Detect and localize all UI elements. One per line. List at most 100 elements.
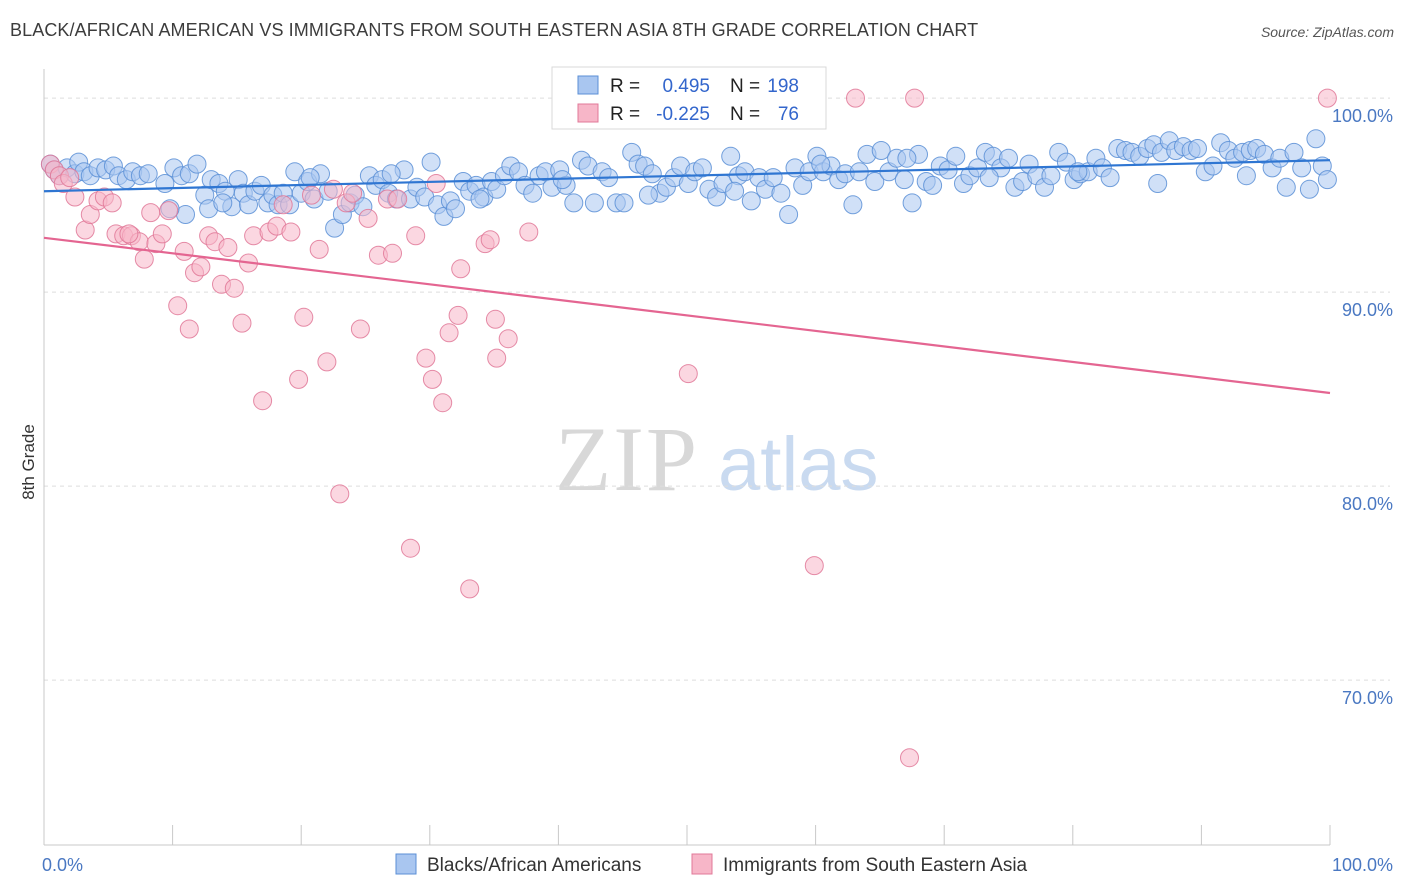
series-blacks-point bbox=[381, 164, 401, 184]
series-immigrants-point bbox=[804, 556, 824, 576]
series-immigrants-point bbox=[358, 208, 378, 228]
series-blacks-point bbox=[187, 154, 207, 174]
stats-box: R = 0.495 N = 198 R = -0.225 N = 76 bbox=[551, 66, 827, 130]
series-immigrants-point bbox=[487, 348, 507, 368]
y-tick-label: 70.0% bbox=[1342, 688, 1393, 708]
series-immigrants-point bbox=[302, 185, 321, 205]
series-blacks-point bbox=[470, 189, 490, 209]
series-immigrants-point bbox=[416, 348, 436, 368]
series-immigrants-point bbox=[134, 249, 154, 269]
legend-label: Immigrants from South Eastern Asia bbox=[723, 855, 1028, 876]
stats-r-label: R = bbox=[610, 76, 640, 97]
legend-swatch-pink bbox=[691, 853, 713, 875]
series-immigrants-point bbox=[253, 391, 273, 411]
series-immigrants-point bbox=[343, 183, 363, 203]
series-blacks-point bbox=[1041, 166, 1061, 186]
series-blacks-point bbox=[523, 183, 543, 203]
series-immigrants-point bbox=[289, 369, 309, 389]
stats-r-value: 0.495 bbox=[662, 76, 710, 97]
series-immigrants-point bbox=[60, 168, 80, 188]
series-immigrants-point bbox=[350, 319, 370, 339]
series-blacks-point bbox=[1188, 139, 1207, 158]
series-blacks-point bbox=[1306, 129, 1326, 149]
series-immigrants-point bbox=[119, 224, 139, 244]
series-immigrants-point bbox=[422, 369, 442, 389]
series-blacks-point bbox=[1317, 170, 1337, 190]
series-blacks-point bbox=[902, 193, 922, 213]
series-immigrants-point bbox=[159, 201, 179, 221]
stats-n-label: N = bbox=[730, 76, 760, 97]
series-blacks-point bbox=[771, 183, 791, 203]
series-immigrants-point bbox=[317, 352, 337, 372]
trend-lines bbox=[43, 159, 1331, 395]
series-blacks-point bbox=[725, 181, 745, 201]
series-blacks-point bbox=[642, 164, 662, 184]
series-blacks-point bbox=[213, 193, 233, 213]
series-immigrants-point bbox=[102, 193, 122, 213]
series-immigrants-point bbox=[281, 222, 301, 242]
series-immigrants-point bbox=[498, 329, 518, 349]
series-blacks-point bbox=[584, 193, 604, 213]
series-immigrants-point bbox=[460, 579, 480, 599]
trend-line-blacks bbox=[43, 159, 1331, 193]
chart-source: Source: ZipAtlas.com bbox=[1260, 24, 1394, 40]
series-layer bbox=[40, 88, 1337, 768]
series-blacks-point bbox=[946, 146, 966, 166]
stats-swatch-blue bbox=[577, 75, 599, 95]
series-immigrants-point bbox=[451, 259, 471, 279]
x-tick-label-right: 100.0% bbox=[1332, 855, 1393, 875]
stats-n-value: 76 bbox=[778, 104, 799, 125]
series-blacks-point bbox=[1292, 158, 1312, 178]
stats-n-value: 198 bbox=[767, 76, 799, 97]
series-blacks-point bbox=[421, 152, 441, 172]
stats-n-label: N = bbox=[730, 104, 760, 125]
series-blacks-point bbox=[741, 191, 761, 211]
series-immigrants-point bbox=[480, 230, 500, 250]
series-immigrants-point bbox=[426, 174, 446, 193]
series-blacks-point bbox=[638, 185, 658, 205]
series-immigrants-point bbox=[191, 257, 211, 277]
series-blacks-point bbox=[721, 146, 741, 166]
series-immigrants-point bbox=[232, 313, 252, 333]
legend-item-immigrants[interactable]: Immigrants from South Eastern Asia bbox=[691, 853, 1028, 876]
series-blacks-point bbox=[779, 205, 799, 224]
series-blacks-point bbox=[138, 164, 158, 184]
series-immigrants-point bbox=[168, 296, 188, 316]
legend-item-blacks[interactable]: Blacks/African Americans bbox=[395, 853, 641, 876]
series-blacks-point bbox=[564, 193, 584, 213]
series-immigrants-point bbox=[141, 203, 161, 223]
stats-r-label: R = bbox=[610, 104, 640, 125]
series-immigrants-point bbox=[900, 748, 919, 768]
series-immigrants-point bbox=[174, 241, 194, 261]
series-immigrants-point bbox=[433, 393, 453, 413]
series-blacks-point bbox=[843, 195, 863, 215]
series-immigrants-point bbox=[273, 195, 293, 215]
x-tick-label-left: 0.0% bbox=[42, 855, 83, 875]
legend-label: Blacks/African Americans bbox=[427, 855, 641, 876]
series-blacks-point bbox=[1276, 177, 1296, 197]
legend-swatch-blue bbox=[395, 853, 417, 875]
zipatlas-watermark: ZIP atlas bbox=[555, 408, 879, 510]
series-blacks-point bbox=[897, 148, 917, 168]
series-immigrants-point bbox=[439, 323, 459, 343]
svg-text:atlas: atlas bbox=[718, 422, 879, 507]
series-blacks-point bbox=[871, 141, 891, 160]
y-tick-label: 80.0% bbox=[1342, 494, 1393, 514]
series-immigrants-point bbox=[406, 226, 426, 246]
tick-labels: 100.0% 90.0% 80.0% 70.0% 0.0% 100.0% bbox=[42, 106, 1393, 875]
series-blacks-point bbox=[446, 199, 465, 219]
series-blacks-point bbox=[1203, 156, 1223, 176]
series-blacks-point bbox=[1100, 168, 1120, 188]
series-blacks-point bbox=[614, 193, 634, 213]
series-blacks-point bbox=[979, 168, 999, 188]
series-immigrants-point bbox=[448, 305, 468, 325]
series-immigrants-point bbox=[294, 307, 314, 327]
trend-line-immigrants bbox=[43, 236, 1331, 395]
y-tick-label: 100.0% bbox=[1332, 106, 1393, 126]
stats-swatch-pink bbox=[577, 103, 599, 123]
legend: Blacks/African Americans Immigrants from… bbox=[395, 853, 1028, 876]
series-immigrants-point bbox=[485, 309, 505, 329]
series-immigrants-point bbox=[330, 484, 350, 504]
series-blacks-point bbox=[865, 172, 885, 191]
